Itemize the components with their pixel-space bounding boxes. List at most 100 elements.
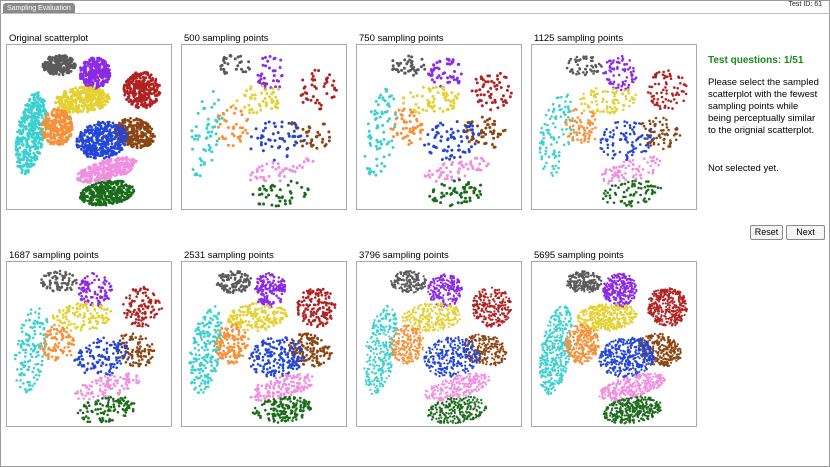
scatter-point [240,67,243,71]
scatter-point [71,87,75,91]
scatter-point [41,108,45,112]
scatter-point [599,138,603,142]
plot-1687[interactable] [6,261,172,427]
scatter-point [403,58,407,62]
scatter-point [592,90,596,93]
scatter-point [655,101,659,104]
scatter-point [555,96,559,100]
scatter-point [661,100,665,104]
scatter-point [458,155,462,159]
scatter-point [132,145,135,148]
scatter-point [24,138,28,142]
scatter-point [85,195,89,198]
scatter-point [113,186,116,190]
scatter-point [143,87,147,91]
scatter-point [631,167,635,171]
scatter-point [37,94,40,97]
scatter-point [287,121,291,125]
scatter-point [276,131,280,135]
scatter-point [120,148,124,151]
scatter-point [191,147,195,151]
scatter-point [595,87,598,90]
scatter-point [650,188,654,192]
scatter-point [554,164,558,168]
scatter-point [121,184,125,188]
scatter-point [135,129,139,132]
scatter-point [612,133,616,136]
scatter-point [264,64,268,68]
plot-1125[interactable] [531,44,697,210]
scatter-point [145,129,149,133]
scatter-point [479,75,483,79]
scatter-point [555,171,558,174]
scatter-point [643,157,646,160]
scatter-point [608,135,612,138]
scatter-point [621,82,625,86]
scatter-point [620,182,624,186]
scatter-point [616,169,620,172]
scatter-point [332,79,336,83]
scatter-point [226,126,230,129]
scatter-point [571,119,574,123]
scatter-point [232,111,236,115]
scatter-point [490,143,494,146]
scatter-point [428,169,432,173]
scatter-point [575,133,579,136]
scatter-point [16,160,19,164]
plot-750[interactable] [356,44,522,210]
scatter-point [617,101,620,105]
scatter-point [577,126,581,130]
scatter-point [22,151,26,155]
scatter-point [408,127,412,131]
scatter-point [368,172,372,176]
scatter-point [481,78,485,82]
scatter-point [98,148,101,151]
scatter-point [244,70,248,74]
scatter-point [302,86,306,90]
scatter-point [616,120,620,124]
scatter-point [439,139,443,143]
app-tab[interactable]: Sampling Evaluation [3,3,75,14]
scatter-point [83,85,86,89]
scatter-point [539,131,543,134]
scatter-point [104,127,108,131]
scatter-point [666,133,669,137]
scatter-point [540,155,544,158]
scatter-point [96,81,100,85]
scatter-point [119,195,122,199]
scatter-point [21,128,25,131]
scatter-point [63,62,67,65]
scatter-point [111,149,115,153]
plot-500[interactable] [181,44,347,210]
scatter-point [54,71,58,75]
scatter-point [41,104,45,108]
scatter-point [98,178,102,182]
scatter-point [631,145,634,148]
scatter-point [409,108,412,112]
scatter-point [280,120,284,124]
scatter-point [302,160,306,164]
scatter-point [94,127,98,131]
scatter-point [216,125,220,129]
scatter-point [619,200,623,203]
scatter-point [137,99,141,103]
scatter-point [78,178,81,182]
scatter-point [65,71,69,75]
scatter-point [261,84,265,88]
scatter-point [151,139,155,143]
scatter-point [455,120,459,124]
scatter-point [397,108,401,112]
scatter-point [88,89,92,93]
scatter-point [89,174,93,178]
scatter-point [136,140,140,144]
scatter-point [420,94,424,98]
scatter-point [54,101,57,104]
scatter-point [66,109,70,113]
scatter-point [637,186,640,190]
scatter-point [557,166,560,170]
scatter-point [484,101,488,105]
scatter-point [419,131,422,134]
scatter-point [108,167,112,171]
scatter-point [145,106,148,110]
scatter-point [460,163,464,167]
